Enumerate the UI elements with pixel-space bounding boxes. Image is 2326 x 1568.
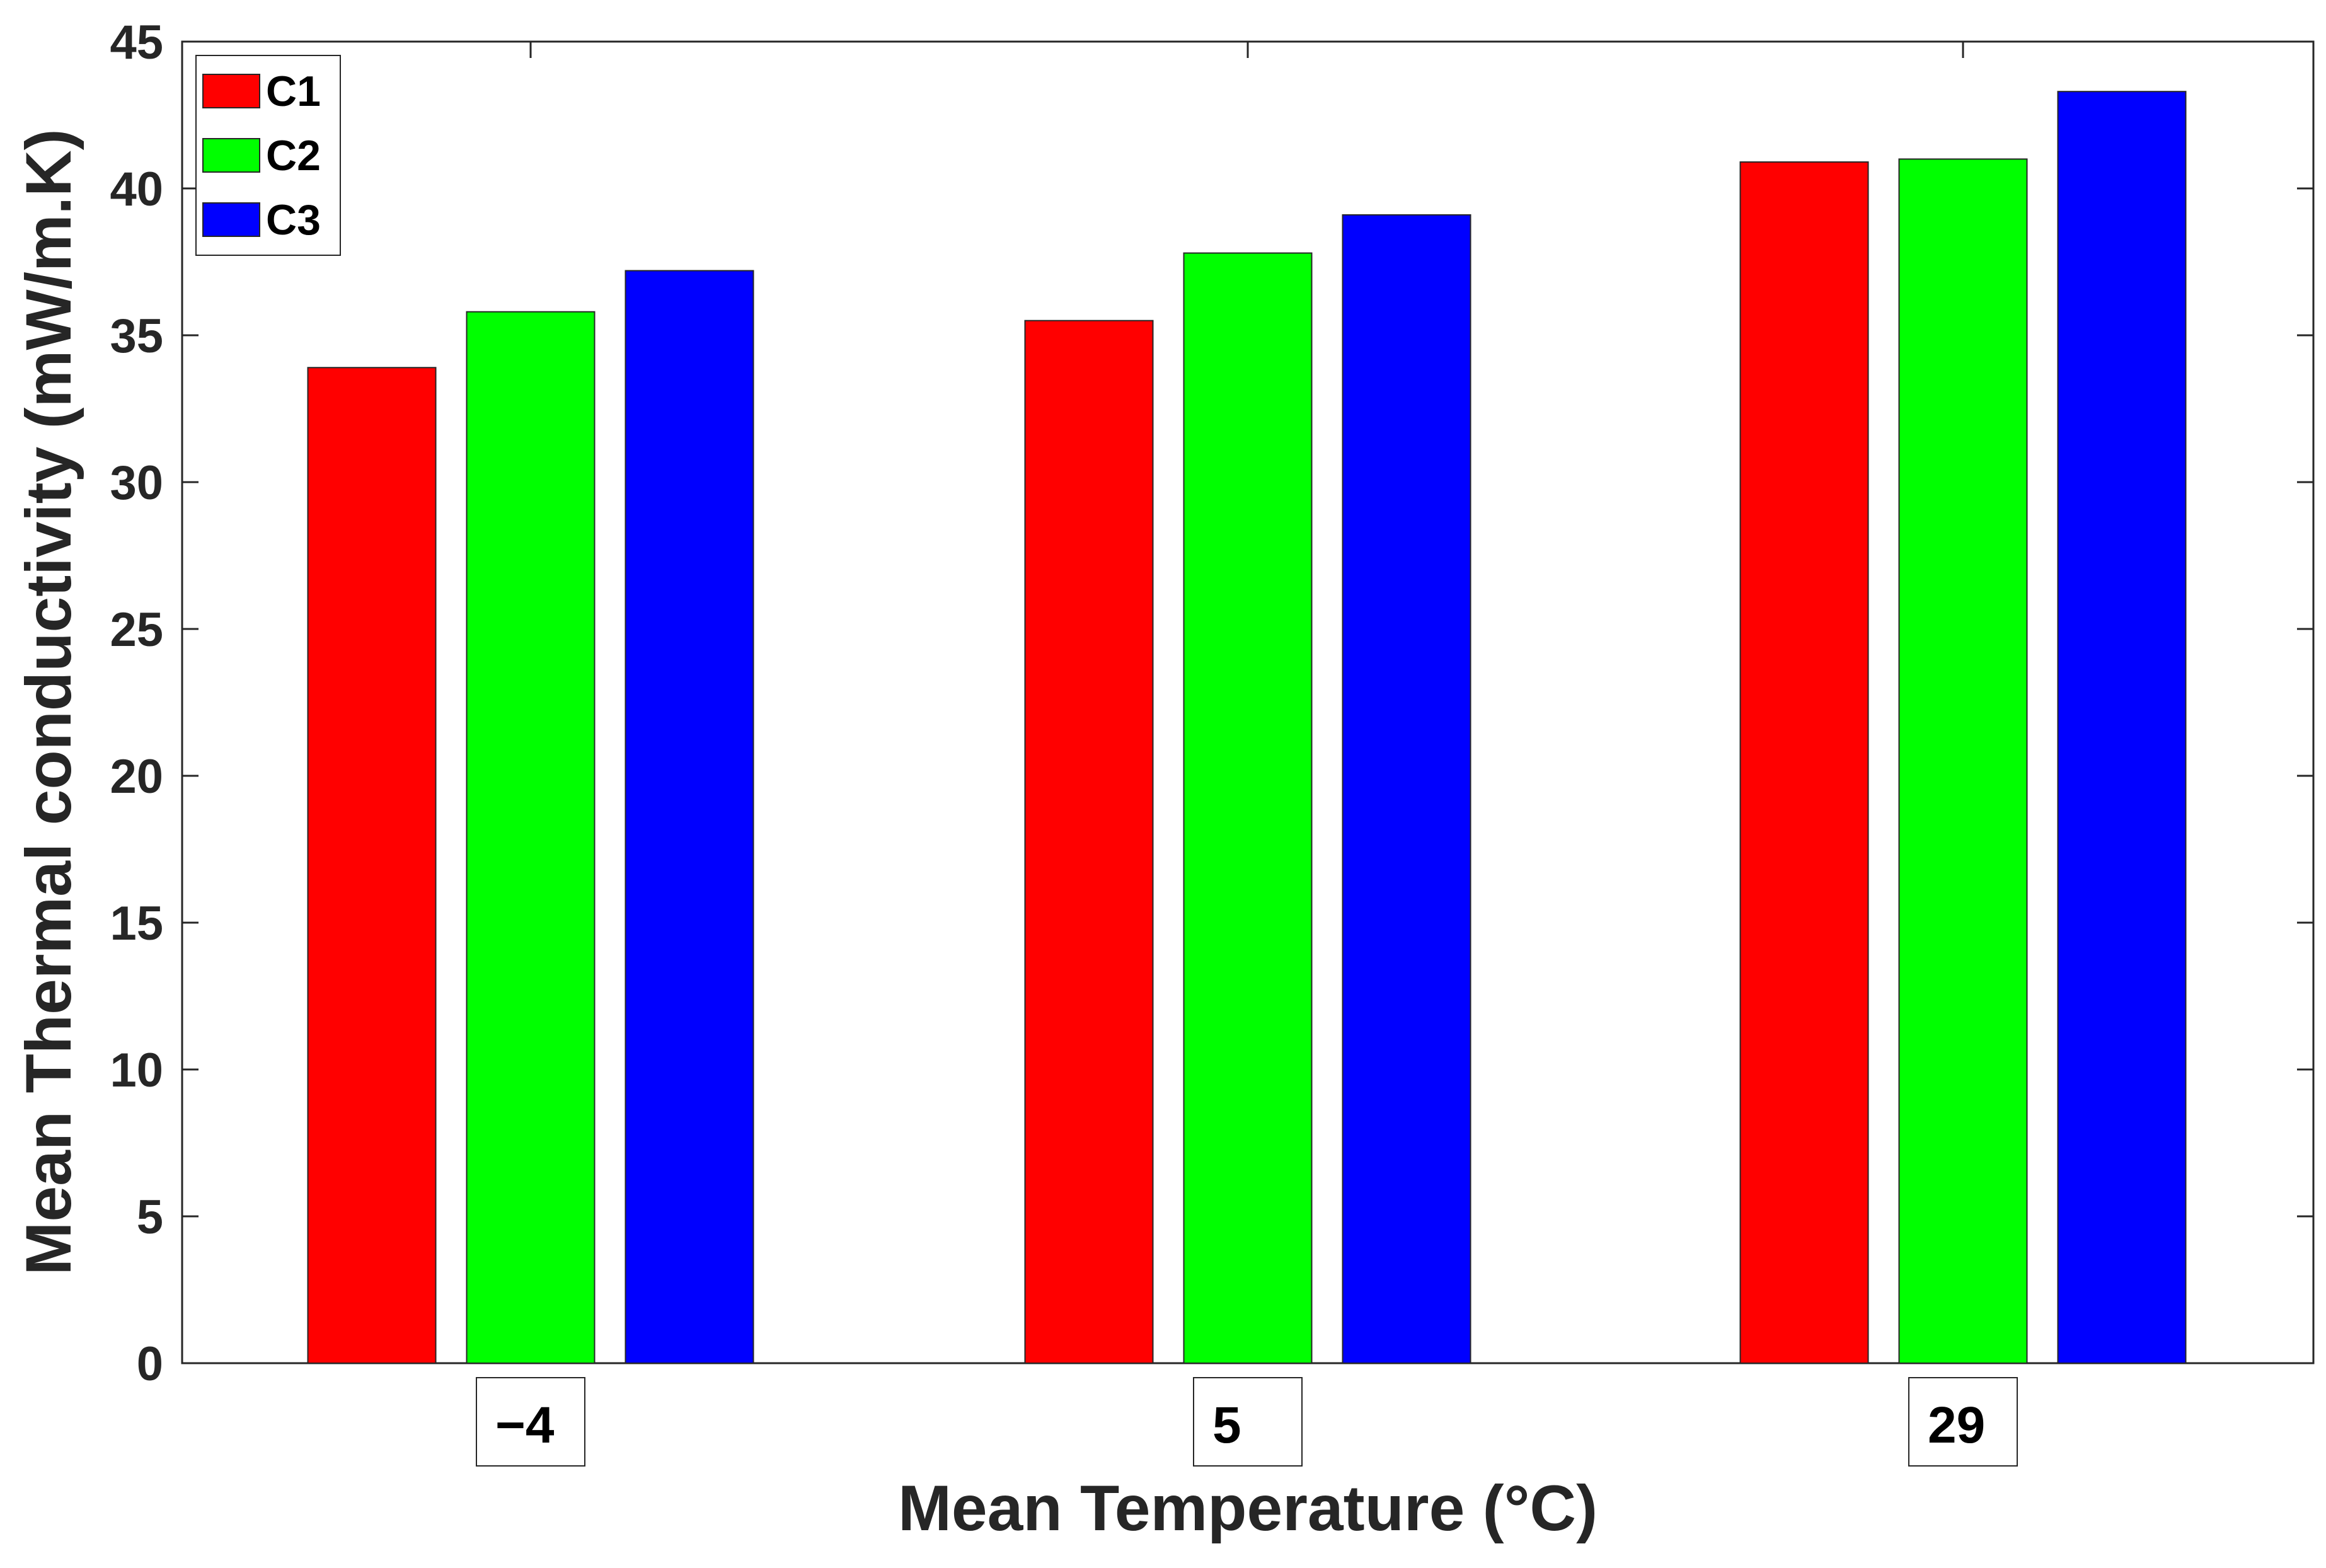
bar-c1 — [1024, 320, 1154, 1364]
y-tick-label: 10 — [110, 1044, 163, 1097]
x-tick-label-box — [476, 1377, 585, 1467]
bar-c3 — [625, 270, 754, 1364]
x-axis-title: Mean Temperature (°C) — [898, 1472, 1598, 1544]
bar-c3 — [2057, 91, 2187, 1364]
bar-c1 — [1739, 161, 1869, 1364]
legend: C1 C2 C3 — [195, 55, 341, 256]
y-axis-ticks: 0 5 10 15 20 25 30 35 40 45 — [110, 16, 2313, 1391]
legend-swatch-c2 — [202, 138, 260, 173]
x-tick-label-box — [1193, 1377, 1303, 1467]
x-tick-label-box — [1908, 1377, 2018, 1467]
y-tick-label: 45 — [110, 16, 163, 69]
y-tick-label: 5 — [137, 1190, 163, 1244]
y-tick-label: 20 — [110, 750, 163, 804]
bar-series — [307, 91, 2187, 1364]
y-tick-label: 0 — [137, 1337, 163, 1391]
y-tick-label: 40 — [110, 163, 163, 216]
x-tick-label: 29 — [1928, 1397, 1985, 1454]
legend-label-c2: C2 — [266, 132, 321, 180]
y-tick-label: 25 — [110, 603, 163, 657]
y-tick-label: 30 — [110, 456, 163, 510]
y-axis-title: Mean Thermal conductivity (mW/m.K) — [13, 129, 84, 1275]
legend-label-c1: C1 — [266, 67, 321, 115]
bar-c1 — [307, 367, 437, 1364]
x-tick-label: 5 — [1212, 1397, 1241, 1454]
y-tick-label: 15 — [110, 897, 163, 950]
x-tick-label: −4 — [495, 1397, 555, 1454]
legend-label-c3: C3 — [266, 196, 321, 244]
bar-c3 — [1342, 214, 1471, 1364]
x-axis-ticks: −4 5 29 — [476, 42, 2018, 1467]
bar-c2 — [1898, 158, 2028, 1364]
legend-swatch-c1 — [202, 74, 260, 108]
legend-swatch-c3 — [202, 202, 260, 237]
y-tick-label: 35 — [110, 309, 163, 363]
bar-c2 — [466, 311, 596, 1364]
bar-c2 — [1183, 252, 1313, 1364]
